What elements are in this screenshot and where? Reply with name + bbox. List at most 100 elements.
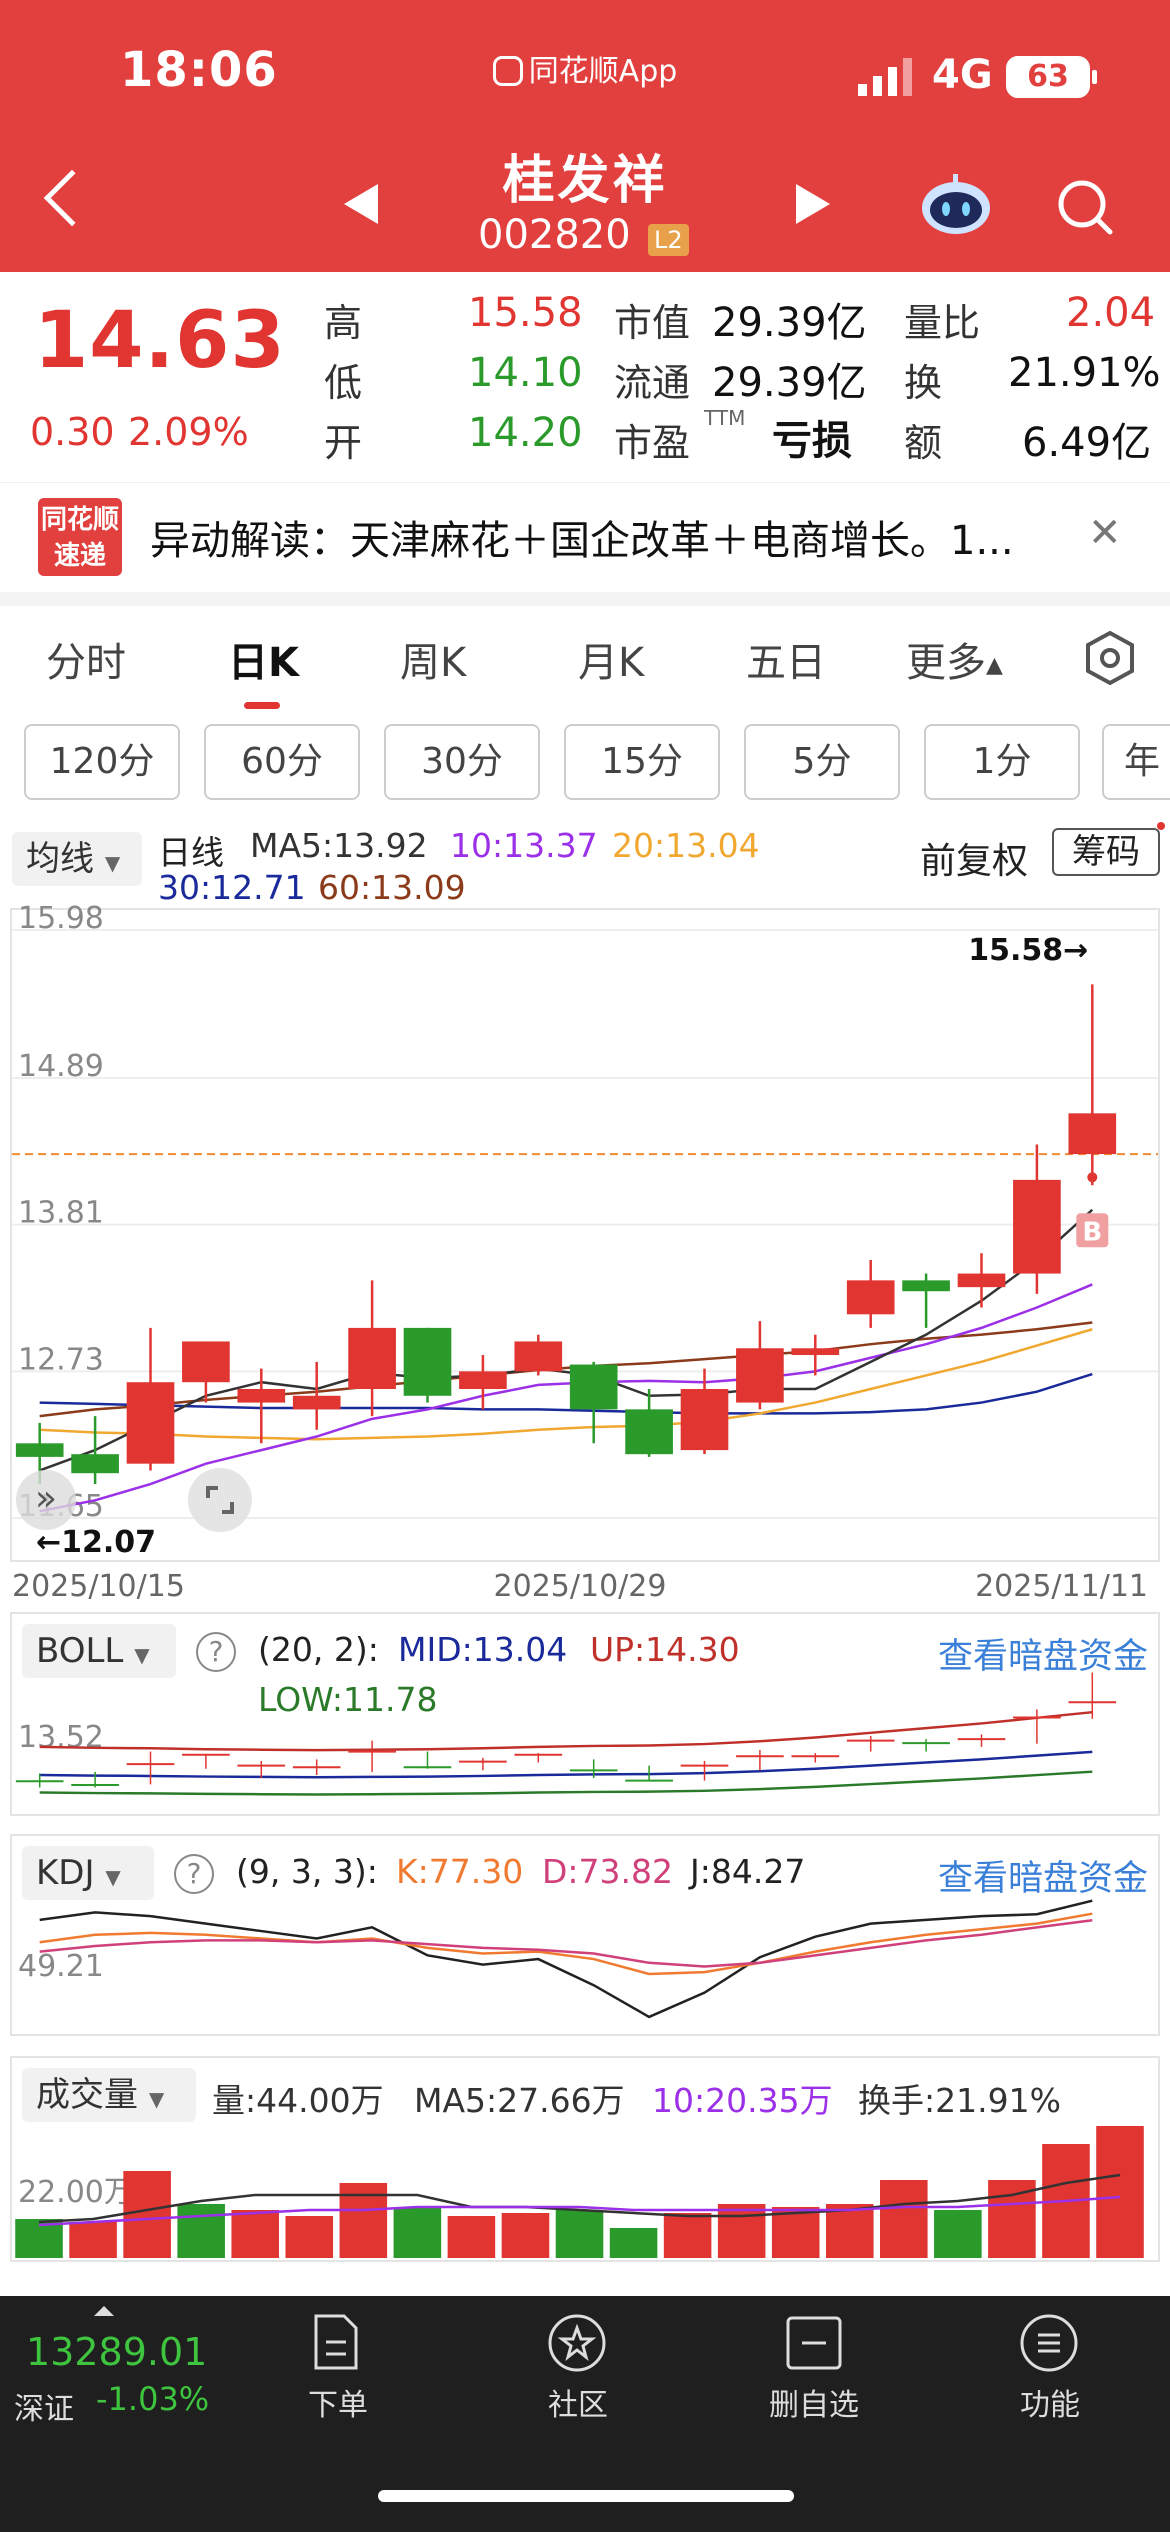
expand-left-icon[interactable]: »: [16, 1470, 76, 1530]
stock-code: 002820: [478, 212, 631, 258]
boll-select[interactable]: BOLL ▼: [22, 1624, 176, 1678]
index-change: -1.03%: [96, 2380, 210, 2418]
caret-up-icon: ▲: [986, 653, 1003, 678]
alert-text[interactable]: 异动解读：天津麻花＋国企改革＋电商增长。1...: [150, 518, 1014, 564]
turnover-label: 换: [904, 361, 943, 405]
tab-active-indicator: [244, 702, 280, 709]
chevron-down-icon: ▼: [148, 2087, 165, 2111]
x-tick-label: 2025/10/29: [494, 1569, 667, 1604]
network-type: 4G: [932, 52, 993, 98]
indicator-select[interactable]: 均线 ▼: [12, 832, 142, 886]
nav-remove-watchlist[interactable]: 删自选: [769, 2388, 859, 2423]
level-badge: L2: [648, 224, 689, 256]
chevron-down-icon: ▼: [105, 1865, 121, 1889]
adjust-mode[interactable]: 前复权: [920, 841, 1029, 882]
close-icon[interactable]: ✕: [1088, 510, 1122, 556]
kdj-j: J:84.27: [690, 1852, 806, 1891]
tab-five-day[interactable]: 五日: [746, 640, 826, 686]
stock-name: 桂发祥: [502, 151, 668, 211]
change-percent: 2.09%: [128, 410, 249, 454]
stock-header: 18:06 同花顺App 4G 63 桂发祥 002820 L2: [0, 0, 1170, 272]
change-amount: 0.30: [30, 410, 115, 454]
kdj-select[interactable]: KDJ ▼: [22, 1846, 154, 1900]
tab-fenshi[interactable]: 分时: [46, 640, 126, 686]
subtab-15min[interactable]: 15分: [564, 724, 720, 800]
low-value: 14.10: [468, 350, 583, 396]
x-tick-label: 2025/10/15: [12, 1569, 185, 1604]
open-label: 开: [324, 421, 363, 465]
volume-panel[interactable]: [10, 2056, 1160, 2262]
nav-order[interactable]: 下单: [308, 2388, 368, 2423]
vol-ratio-label: 量比: [904, 301, 981, 345]
volume-value: 量:44.00万: [212, 2081, 384, 2120]
fullscreen-icon[interactable]: [188, 1468, 252, 1532]
amount-value: 6.49亿: [1022, 420, 1152, 466]
notify-dot: [1157, 822, 1165, 830]
prev-stock-icon[interactable]: [344, 184, 378, 224]
kline-panel[interactable]: [10, 908, 1160, 1562]
help-icon[interactable]: ?: [196, 1632, 236, 1672]
chips-button[interactable]: 筹码: [1052, 828, 1160, 876]
community-icon[interactable]: [546, 2312, 608, 2374]
low-label: 低: [324, 361, 363, 405]
subtab-60min[interactable]: 60分: [204, 724, 360, 800]
kdj-panel[interactable]: [10, 1834, 1160, 2036]
alert-banner[interactable]: [0, 482, 1170, 588]
high-label: 高: [324, 301, 363, 345]
mktcap-label: 市值: [614, 301, 691, 345]
subtab-5min[interactable]: 5分: [744, 724, 900, 800]
mktcap-value: 29.39亿: [712, 300, 867, 346]
kdj-d: D:73.82: [542, 1852, 674, 1891]
dark-pool-link[interactable]: 查看暗盘资金: [938, 1859, 1149, 1899]
app-logo-icon: [492, 56, 523, 86]
open-value: 14.20: [468, 410, 583, 456]
help-icon[interactable]: ?: [174, 1854, 214, 1894]
nav-community[interactable]: 社区: [548, 2388, 608, 2423]
order-icon[interactable]: [308, 2312, 364, 2372]
search-icon[interactable]: [1056, 178, 1114, 236]
boll-params: (20, 2):: [258, 1630, 379, 1669]
nav-functions[interactable]: 功能: [1020, 2388, 1080, 2423]
kdj-params: (9, 3, 3):: [236, 1852, 378, 1891]
boll-up: UP:14.30: [590, 1630, 740, 1669]
remove-watchlist-icon[interactable]: [784, 2314, 844, 2372]
turnover-value: 21.91%: [1008, 350, 1161, 396]
ma20-value: 20:13.04: [612, 826, 760, 865]
signal-icon: [858, 58, 912, 96]
chevron-down-icon: ▼: [134, 1643, 150, 1667]
dark-pool-link[interactable]: 查看暗盘资金: [938, 1637, 1149, 1677]
tab-more[interactable]: 更多▲: [906, 640, 1003, 686]
last-price: 14.63: [34, 296, 286, 386]
subtab-1min[interactable]: 1分: [924, 724, 1080, 800]
menu-icon[interactable]: [1018, 2312, 1080, 2374]
chevron-down-icon: ▼: [104, 851, 121, 875]
index-name[interactable]: 深证: [14, 2392, 74, 2427]
index-value[interactable]: 13289.01: [26, 2330, 208, 2374]
home-indicator: [378, 2490, 794, 2502]
battery-tip: [1092, 70, 1097, 84]
next-stock-icon[interactable]: [796, 184, 830, 224]
high-value: 15.58: [468, 290, 583, 336]
ma5-value: MA5:13.92: [250, 826, 428, 865]
boll-mid: MID:13.04: [398, 1630, 568, 1669]
alert-logo: 同花顺 速递: [38, 498, 122, 576]
volume-select[interactable]: 成交量 ▼: [22, 2068, 196, 2122]
tab-daily-k[interactable]: 日K: [228, 640, 299, 686]
boll-low: LOW:11.78: [258, 1680, 438, 1719]
pe-label: 市盈: [614, 421, 691, 465]
pe-value: 亏损: [772, 418, 852, 464]
boll-panel[interactable]: [10, 1612, 1160, 1816]
status-app-name: 同花顺App: [0, 46, 1170, 90]
robot-assistant-icon[interactable]: [918, 172, 994, 236]
volume-ma10: 10:20.35万: [652, 2081, 833, 2120]
float-value: 29.39亿: [712, 360, 867, 406]
subtab-30min[interactable]: 30分: [384, 724, 540, 800]
ma30-value: 30:12.71: [158, 868, 306, 907]
tab-monthly-k[interactable]: 月K: [578, 640, 645, 686]
settings-hex-icon[interactable]: [1082, 630, 1138, 686]
tab-weekly-k[interactable]: 周K: [400, 640, 467, 686]
ma60-value: 60:13.09: [318, 868, 466, 907]
subtab-year[interactable]: 年: [1102, 724, 1170, 800]
kdj-k: K:77.30: [396, 1852, 524, 1891]
subtab-120min[interactable]: 120分: [24, 724, 180, 800]
